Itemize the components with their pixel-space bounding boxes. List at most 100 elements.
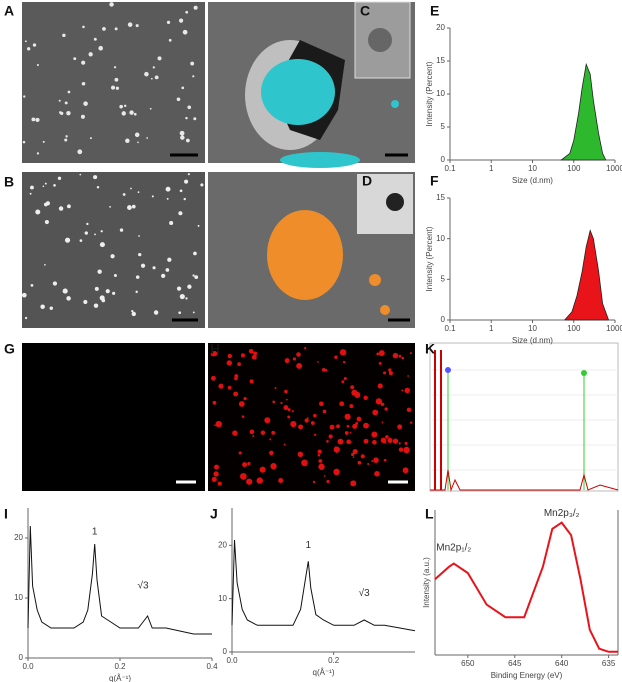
particle bbox=[284, 358, 290, 364]
particle bbox=[36, 63, 39, 67]
particle bbox=[79, 239, 83, 242]
particle bbox=[97, 269, 102, 274]
particle bbox=[154, 75, 159, 80]
y-tick-label: 20 bbox=[218, 540, 227, 549]
particle bbox=[127, 22, 133, 27]
panel-label: A bbox=[4, 3, 14, 19]
y-tick-label: 10 bbox=[14, 593, 23, 602]
particle bbox=[238, 451, 242, 455]
fluorescent-particles bbox=[210, 347, 413, 487]
x-tick-label: 640 bbox=[555, 659, 569, 668]
particle bbox=[217, 481, 222, 486]
particle bbox=[66, 296, 71, 301]
particle bbox=[30, 185, 34, 190]
particle bbox=[182, 29, 188, 35]
particle bbox=[187, 173, 190, 176]
particle bbox=[81, 81, 86, 86]
area bbox=[564, 229, 609, 321]
particle bbox=[354, 391, 361, 398]
y-tick-label: 10 bbox=[436, 234, 445, 243]
particle bbox=[62, 288, 68, 294]
particle bbox=[81, 60, 86, 65]
particle bbox=[138, 252, 142, 257]
x-tick-label: 635 bbox=[602, 659, 616, 668]
particle bbox=[343, 377, 347, 381]
particle bbox=[210, 375, 216, 381]
x-tick-label: 0.1 bbox=[444, 324, 456, 333]
particle bbox=[185, 138, 190, 143]
particle bbox=[373, 457, 379, 463]
particle bbox=[100, 230, 103, 233]
particle bbox=[313, 413, 317, 418]
sem-image bbox=[22, 172, 205, 328]
particle bbox=[122, 193, 126, 196]
panel-label: L bbox=[425, 506, 434, 522]
particle bbox=[391, 100, 399, 108]
particle bbox=[274, 387, 277, 390]
particle bbox=[344, 413, 351, 420]
particle bbox=[119, 104, 123, 109]
particle bbox=[314, 433, 317, 436]
particle bbox=[211, 476, 217, 482]
particle bbox=[372, 409, 379, 416]
particle bbox=[66, 110, 71, 116]
annotation: √3 bbox=[359, 587, 370, 599]
particle bbox=[84, 231, 88, 235]
x-tick-label: 10 bbox=[528, 324, 537, 333]
particle bbox=[153, 310, 159, 315]
particle bbox=[40, 304, 45, 309]
particle bbox=[374, 470, 380, 477]
particle bbox=[168, 38, 172, 42]
particle bbox=[401, 356, 405, 360]
particle bbox=[62, 33, 66, 38]
particle bbox=[409, 352, 413, 355]
x-tick-label: 1 bbox=[489, 324, 494, 333]
particle bbox=[166, 20, 171, 25]
particle bbox=[401, 389, 404, 392]
particle bbox=[114, 77, 119, 82]
particle bbox=[22, 140, 26, 144]
particle bbox=[133, 112, 137, 116]
particle bbox=[29, 192, 32, 195]
particle bbox=[336, 451, 338, 454]
particle bbox=[226, 360, 232, 366]
particle bbox=[351, 452, 355, 457]
particle bbox=[242, 462, 248, 468]
particle bbox=[131, 309, 134, 313]
inset-particle bbox=[386, 193, 404, 211]
particle bbox=[58, 206, 64, 211]
sem-image bbox=[22, 2, 205, 163]
inset-particle bbox=[368, 28, 392, 52]
particle bbox=[356, 416, 362, 422]
particle bbox=[59, 111, 62, 114]
particle bbox=[130, 187, 132, 190]
particle bbox=[197, 224, 200, 227]
panel-label: C bbox=[360, 3, 370, 19]
particle bbox=[67, 90, 71, 94]
x-tick-label: 1000 bbox=[606, 164, 622, 173]
particle bbox=[355, 422, 359, 425]
panel-label: I bbox=[4, 506, 8, 522]
particle bbox=[387, 437, 393, 443]
particle bbox=[218, 383, 224, 389]
particle bbox=[398, 442, 401, 445]
particle bbox=[227, 385, 232, 390]
particle bbox=[86, 222, 89, 226]
particle bbox=[349, 431, 352, 434]
particle bbox=[109, 2, 114, 7]
particle bbox=[80, 114, 85, 119]
particle bbox=[94, 233, 96, 236]
particle bbox=[384, 407, 388, 411]
panel-label: D bbox=[362, 173, 372, 189]
particle bbox=[339, 349, 347, 356]
particle bbox=[129, 110, 134, 115]
particle bbox=[93, 303, 99, 308]
particle bbox=[131, 311, 136, 317]
particle bbox=[169, 220, 174, 226]
particle bbox=[176, 97, 181, 102]
particle bbox=[318, 463, 325, 470]
particle bbox=[44, 264, 46, 266]
x-tick-label: 0.2 bbox=[328, 656, 340, 665]
x-tick-label: 1 bbox=[489, 164, 494, 173]
y-tick-label: 20 bbox=[436, 23, 445, 32]
